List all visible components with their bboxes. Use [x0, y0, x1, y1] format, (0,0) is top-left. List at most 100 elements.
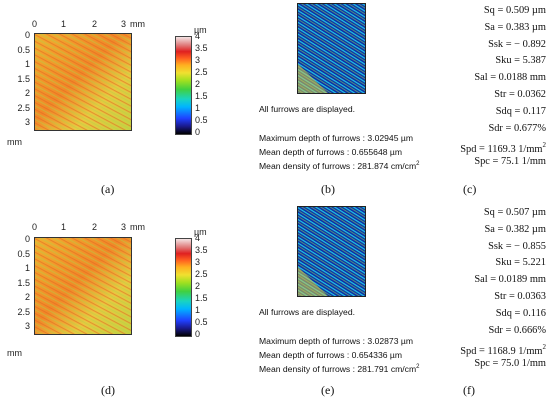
parameter-row: Sq = 0.507 µm — [440, 205, 548, 222]
parameter-row: Ssk = − 0.892 — [440, 37, 548, 54]
parameter-value: 0.507 µm — [505, 207, 546, 218]
equals-sign: = — [489, 358, 501, 370]
height-map-image — [34, 237, 132, 335]
colorbar-tick: 0.5 — [195, 115, 208, 125]
furrow-max-depth: Maximum depth of furrows : 3.02945 µm — [259, 133, 413, 143]
parameter-row: Spd = 1169.3 1/mm2 — [440, 137, 548, 154]
parameter-row: Sdr = 0.666% — [440, 323, 548, 340]
parameter-name: Spd — [460, 345, 477, 357]
panel-caption: (b) — [321, 182, 335, 196]
x-tick: 3 — [121, 222, 127, 232]
equals-sign: = — [494, 223, 506, 235]
parameter-value: 5.221 — [522, 257, 546, 269]
parameter-value: 1169.3 1/mm — [487, 143, 543, 155]
equals-sign: = — [506, 290, 518, 302]
y-tick: 3 — [24, 117, 30, 127]
parameter-name: Sq — [483, 207, 495, 218]
parameter-row: Sal = 0.0189 mm — [440, 272, 548, 289]
colorbar-tick: 1.5 — [195, 91, 208, 101]
equals-sign: = — [511, 55, 523, 67]
colorbar-tick: 1.5 — [195, 293, 208, 303]
parameter-name: Spd — [460, 143, 477, 155]
parameter-row: Sal = 0.0188 mm — [440, 70, 548, 87]
parameter-value: 0.666% — [513, 324, 546, 336]
parameter-value: 0.677% — [513, 122, 546, 134]
parameter-value: − 0.855 — [514, 240, 546, 252]
parameter-row: Sku = 5.387 — [440, 53, 548, 70]
furrow-status: All furrows are displayed. — [259, 307, 356, 317]
parameter-row: Str = 0.0363 — [440, 289, 548, 306]
x-tick: 1 — [61, 222, 67, 232]
y-tick: 0.5 — [17, 248, 30, 259]
parameter-value: 0.509 µm — [505, 5, 546, 16]
parameter-name: Ssk — [488, 240, 504, 252]
parameter-name: Sal — [474, 72, 488, 84]
parameter-row: Spd = 1168.9 1/mm2 — [440, 339, 548, 356]
equals-sign: = — [494, 207, 506, 218]
colorbar-tick: 0 — [195, 329, 201, 339]
parameter-value: 0.0362 — [517, 88, 546, 100]
equals-sign: = — [511, 307, 523, 319]
colorbar-tick: 1 — [195, 305, 201, 315]
y-tick: 0 — [24, 234, 30, 244]
parameter-row: Ssk = − 0.855 — [440, 239, 548, 256]
parameter-exponent: 2 — [542, 141, 547, 150]
colorbar-tick: 1 — [195, 103, 201, 113]
y-tick: 1 — [24, 59, 30, 69]
parameter-name: Str — [494, 290, 507, 302]
furrow-status: All furrows are displayed. — [259, 104, 356, 114]
parameter-name: Sdq — [495, 307, 512, 319]
colorbar-tick: 2 — [195, 79, 201, 89]
equals-sign: = — [506, 88, 518, 100]
y-tick: 1.5 — [17, 73, 30, 84]
equals-sign: = — [502, 324, 514, 336]
equals-sign: = — [476, 345, 488, 357]
x-unit-label: mm — [130, 222, 145, 232]
colorbar-tick: 3 — [195, 257, 201, 267]
x-tick: 0 — [32, 222, 38, 232]
x-tick: 2 — [92, 222, 98, 232]
equals-sign: = — [494, 21, 506, 33]
colorbar-tick: 4 — [195, 233, 201, 243]
y-tick: 2.5 — [17, 306, 30, 317]
parameter-row: Sku = 5.221 — [440, 255, 548, 272]
furrow-mean-density: Mean density of furrows : 281.874 cm/cm2 — [259, 161, 420, 171]
parameter-value: 1168.9 1/mm — [487, 345, 543, 357]
parameter-value: 75.0 1/mm — [500, 358, 546, 370]
parameter-list: Sq = 0.507 µm Sa = 0.382 µm Ssk = − 0.855 S… — [440, 205, 548, 373]
y-unit-label: mm — [7, 137, 22, 147]
equals-sign: = — [503, 38, 515, 50]
equals-sign: = — [503, 240, 515, 252]
x-tick: 3 — [121, 19, 127, 29]
colorbar-tick: 4 — [195, 31, 201, 41]
colorbar-tick: 0.5 — [195, 317, 208, 327]
colorbar-unit: µm — [194, 227, 207, 237]
parameter-name: Sa — [484, 21, 495, 33]
x-tick: 1 — [61, 19, 67, 29]
parameter-value: 0.0189 mm — [498, 274, 546, 286]
equals-sign: = — [487, 72, 499, 84]
parameter-row: Sdq = 0.117 — [440, 104, 548, 121]
parameter-list: Sq = 0.509 µm Sa = 0.383 µm Ssk = − 0.892 S… — [440, 3, 548, 171]
colorbar-tick: 2 — [195, 281, 201, 291]
parameter-row: Str = 0.0362 — [440, 87, 548, 104]
colorbar-tick: 2.5 — [195, 67, 208, 77]
furrow-map-image — [297, 3, 366, 94]
equals-sign: = — [487, 274, 499, 286]
y-tick: 1 — [24, 263, 30, 273]
colorbar — [175, 36, 192, 135]
y-tick: 0 — [24, 30, 30, 40]
parameter-row: Sa = 0.383 µm — [440, 20, 548, 37]
equals-sign: = — [502, 122, 514, 134]
parameter-row: Sdq = 0.116 — [440, 306, 548, 323]
parameter-name: Sdq — [495, 105, 512, 117]
equals-sign: = — [494, 5, 506, 16]
equals-sign: = — [489, 156, 501, 168]
parameter-name: Sdr — [488, 324, 503, 336]
parameter-row: Sa = 0.382 µm — [440, 222, 548, 239]
colorbar — [175, 238, 192, 337]
parameter-value: 5.387 — [522, 55, 546, 67]
colorbar-tick: 3 — [195, 55, 201, 65]
parameter-value: 0.116 — [523, 307, 546, 319]
parameter-row: Sdr = 0.677% — [440, 121, 548, 138]
